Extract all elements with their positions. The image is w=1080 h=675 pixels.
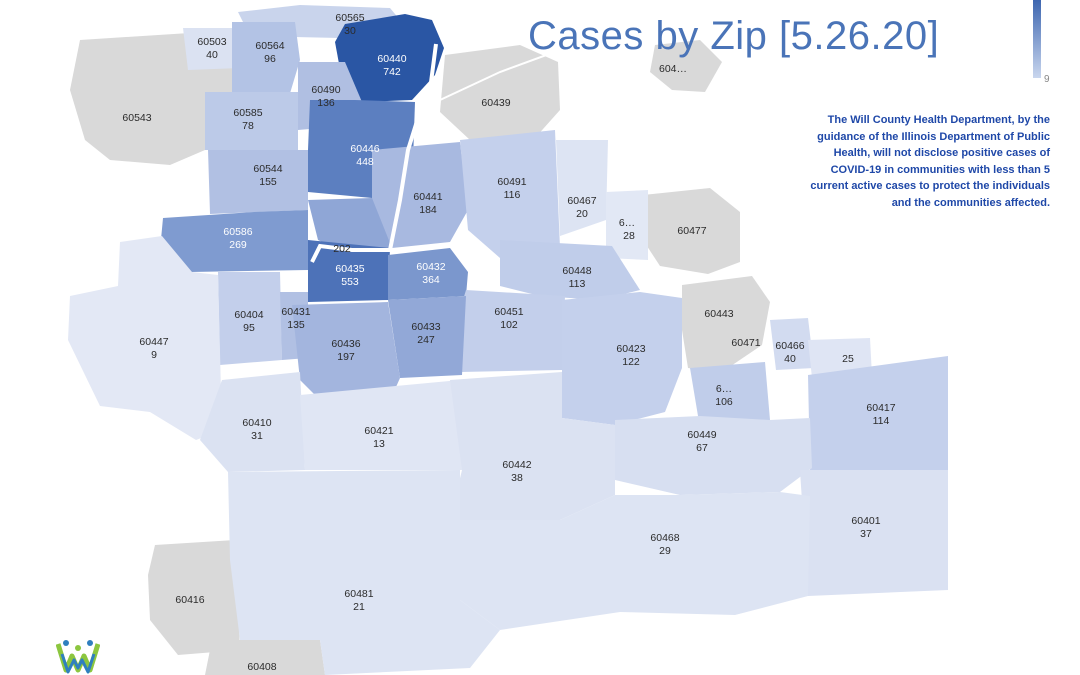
zip-label: 60491 116	[497, 176, 526, 201]
zip-label: 60466 40	[775, 340, 804, 365]
region-60467	[556, 140, 608, 236]
region-60544	[208, 150, 308, 214]
zip-label: 60431 135	[281, 306, 310, 331]
region-60417	[808, 356, 948, 470]
zip-label-no-data: 60416	[175, 594, 204, 606]
zip-label: 60440 742	[377, 53, 406, 78]
region-60477	[643, 188, 740, 274]
zip-label-no-data: 60477	[677, 225, 706, 237]
zip-regions	[68, 5, 948, 675]
zip-label: 60447 9	[139, 336, 168, 361]
zip-label: 60433 247	[411, 321, 440, 346]
region-60416	[148, 540, 240, 655]
zip-label: 6… 106	[715, 383, 733, 408]
region-604x	[650, 40, 722, 92]
region-60448	[500, 240, 640, 300]
zip-label: 6… 28	[619, 217, 635, 242]
zip-label: 60404 95	[234, 309, 263, 334]
zip-label: 60417 114	[866, 402, 895, 427]
region-25	[808, 338, 872, 378]
region-60443	[682, 276, 770, 372]
region-60440	[335, 14, 444, 102]
zip-label: 60436 197	[331, 338, 360, 363]
region-60481	[228, 470, 500, 675]
zip-label-no-data: 60543	[122, 112, 151, 124]
zip-label: 60467 20	[567, 195, 596, 220]
canal-line	[439, 39, 621, 101]
region-60433	[388, 296, 466, 378]
region-60585	[205, 92, 298, 150]
zip-label: 60421 13	[364, 425, 393, 450]
zip-label: 60490 136	[311, 84, 340, 109]
region-60410	[200, 372, 305, 472]
zip-label: 60435 553	[335, 263, 364, 288]
region-60401	[800, 470, 948, 596]
accent-bar	[1033, 0, 1041, 78]
region-6x-28	[606, 190, 648, 260]
region-60435	[308, 240, 390, 302]
zip-label: 60585 78	[233, 107, 262, 132]
region-60436	[292, 302, 400, 410]
health-department-logo-icon	[56, 640, 100, 674]
slide-title: Cases by Zip [5.26.20]	[528, 14, 940, 58]
disclaimer-text: The Will County Health Department, by th…	[810, 114, 1050, 209]
region-60466	[770, 318, 814, 370]
zip-label-no-data: 60471	[731, 337, 760, 349]
region-60423	[562, 292, 682, 425]
region-60447	[68, 236, 222, 440]
region-60449	[615, 416, 812, 495]
zip-label: 60544 155	[253, 163, 282, 188]
zip-label: 60468 29	[650, 532, 679, 557]
zip-label: 25	[842, 353, 854, 365]
river-line	[310, 43, 438, 263]
region-60564	[232, 22, 300, 102]
zip-label: 60442 38	[502, 459, 531, 484]
zip-label-no-data: 60443	[704, 308, 733, 320]
zip-label-no-data: 604…	[659, 63, 687, 75]
zip-label: 60449 67	[687, 429, 716, 454]
zip-label: 60432 364	[416, 261, 445, 286]
region-60503	[183, 28, 240, 70]
region-6x-106	[690, 362, 770, 428]
zip-label: 60564 96	[255, 40, 284, 65]
region-60404	[218, 272, 282, 365]
region-60439	[440, 45, 560, 140]
zip-label-no-data: 60408	[247, 661, 276, 673]
page-number: 9	[1044, 74, 1050, 85]
region-60442	[450, 372, 615, 520]
zip-label: 60481 21	[344, 588, 373, 613]
zip-label: 60410 31	[242, 417, 271, 442]
zip-label: 60423 122	[616, 343, 645, 368]
zip-label: 60401 37	[851, 515, 880, 540]
zip-label: 60586 269	[223, 226, 252, 251]
zip-labels: 60565 30 60503 40 60564 96 60440 742 60490 13…	[122, 12, 895, 673]
region-202	[308, 198, 392, 250]
region-60421	[300, 380, 462, 470]
region-60451	[460, 290, 565, 372]
zip-label: 202	[333, 243, 351, 255]
zip-label-no-data: 60439	[481, 97, 510, 109]
region-60408	[205, 640, 325, 675]
region-60468	[450, 492, 810, 630]
region-60586	[160, 210, 308, 272]
zip-label: 60565 30	[335, 12, 364, 37]
zip-label: 60446 448	[350, 143, 379, 168]
zip-label: 60451 102	[494, 306, 523, 331]
region-60491	[460, 130, 560, 258]
zip-label: 60441 184	[413, 191, 442, 216]
zip-label: 60503 40	[197, 36, 226, 61]
zip-label: 60448 113	[562, 265, 591, 290]
region-60432	[388, 248, 468, 300]
